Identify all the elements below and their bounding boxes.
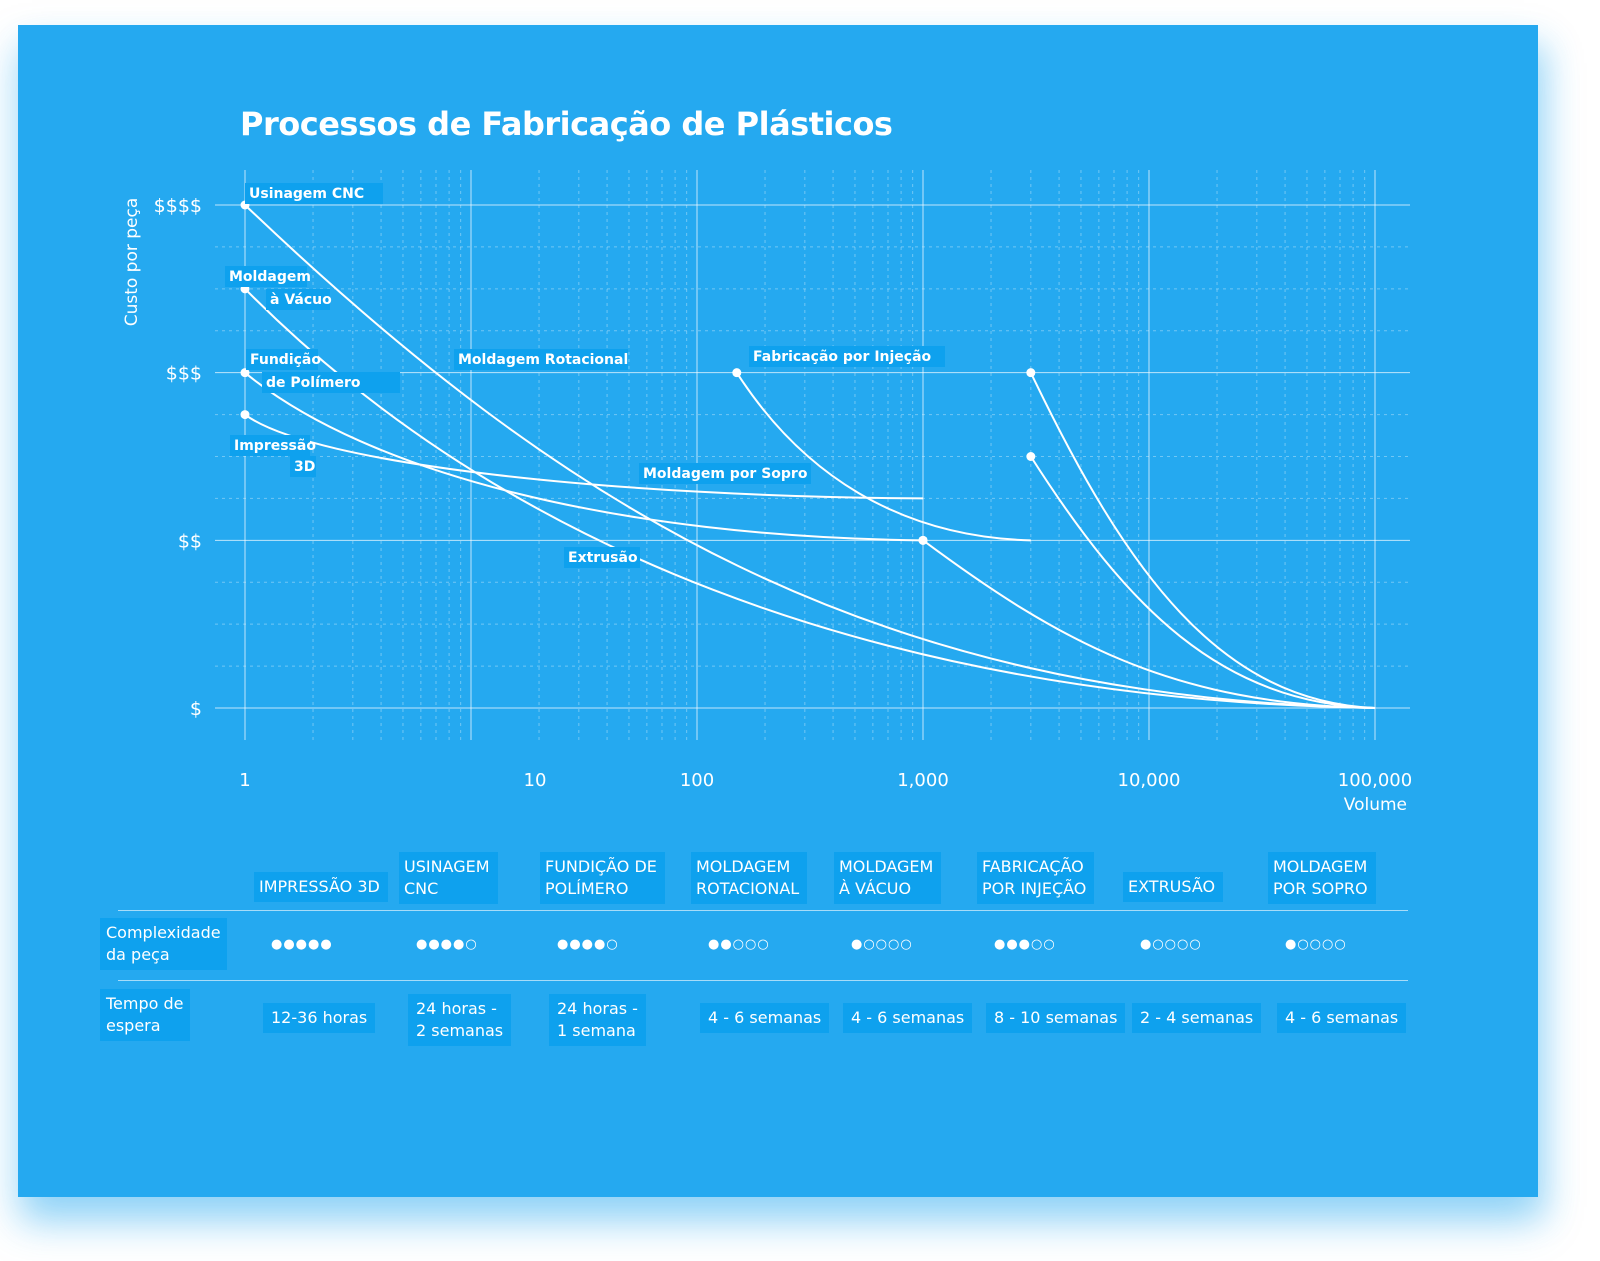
label-moldagem-rotacional-bg — [454, 349, 628, 370]
x-tick-label: 100,000 — [1338, 770, 1412, 791]
curves — [244, 204, 1376, 709]
column-header: USINAGEM CNC — [399, 852, 498, 904]
complexity-rating: ●●○○○ — [708, 937, 770, 952]
column-header: MOLDAGEM À VÁCUO — [834, 852, 942, 904]
complexity-rating: ●○○○○ — [1285, 937, 1347, 952]
x-axis-title: Volume — [1344, 795, 1407, 815]
x-tick-label: 10 — [524, 770, 547, 791]
axis-ticks: 1 10 100 1,000 10,000 100,000$$$$$$$$$$Volume… — [122, 195, 1412, 815]
complexity-rating: ●●●●● — [271, 937, 333, 952]
label-fundicao-1: Fundição — [250, 352, 321, 368]
label-fundicao-2-bg — [262, 372, 400, 393]
label-fabricacao-injecao: Fabricação por Injeção — [753, 349, 932, 365]
point-extrusao-start — [918, 535, 928, 545]
lead-time: 4 - 6 semanas — [700, 1003, 830, 1033]
x-tick-label: 1,000 — [897, 770, 949, 791]
y-tick-label: $$ — [178, 530, 202, 552]
column-header: EXTRUSÃO — [1123, 872, 1224, 902]
label-moldagem-vacuo-2-bg — [266, 289, 330, 310]
label-extrusao: Extrusão — [568, 550, 638, 566]
complexity-rating: ●●●○○ — [994, 937, 1056, 952]
curve-moldagem-v-cuo — [244, 288, 1376, 709]
complexity-rating: ●●●●○ — [557, 937, 619, 952]
y-axis-title: Custo por peça — [122, 198, 142, 327]
curve-moldagem-por-sopro — [1029, 455, 1376, 709]
x-tick-label: 100 — [680, 770, 714, 791]
label-moldagem-vacuo-1: Moldagem — [229, 269, 311, 285]
label-usinagem-cnc: Usinagem CNC — [249, 186, 364, 202]
curve-moldagem-rotacional — [735, 372, 1031, 542]
lead-time: 4 - 6 semanas — [1277, 1003, 1407, 1033]
label-impressao-2-bg — [290, 456, 316, 477]
column-header: FABRICAÇÃO POR INJEÇÃO — [977, 852, 1095, 904]
point-fundi-o-de-pol-mero — [240, 368, 250, 378]
point-labels: Usinagem CNC Moldagem à Vácuo Fundição de Po… — [225, 183, 945, 568]
label-impressao-2: 3D — [294, 459, 315, 475]
curve-extrus-o — [922, 539, 1376, 709]
lead-time: 24 horas -1 semana — [549, 994, 646, 1046]
label-fabricacao-injecao-bg — [749, 346, 945, 367]
table-rule — [118, 980, 1408, 981]
complexity-rating: ●○○○○ — [1140, 937, 1202, 952]
label-moldagem-vacuo-2: à Vácuo — [270, 292, 332, 308]
point-impress-o-3d — [240, 410, 250, 420]
lead-time: 24 horas -2 semanas — [408, 994, 512, 1046]
label-impressao-1: Impressão — [234, 438, 316, 454]
lead-time: 2 - 4 semanas — [1132, 1003, 1262, 1033]
x-tick-label: 10,000 — [1118, 770, 1181, 791]
column-header: MOLDAGEM ROTACIONAL — [691, 852, 808, 904]
column-header: MOLDAGEM POR SOPRO — [1268, 852, 1376, 904]
y-tick-label: $ — [190, 698, 202, 720]
label-fundicao-2: de Polímero — [266, 375, 361, 391]
point-moldagem-rotacional — [732, 368, 742, 378]
label-impressao-1-bg — [230, 435, 310, 456]
chart-card: Processos de Fabricação de Plásticos — [18, 25, 1538, 1197]
label-usinagem-cnc-bg — [245, 183, 383, 204]
label-extrusao-bg — [564, 547, 640, 568]
lead-time: 12-36 horas — [263, 1003, 376, 1033]
chart-title: Processos de Fabricação de Plásticos — [240, 105, 893, 143]
complexity-rating: ●●●●○ — [416, 937, 478, 952]
complexity-rating: ●○○○○ — [851, 937, 913, 952]
curve-fabrica-o-por-inje-o — [1029, 372, 1376, 709]
label-moldagem-sopro-bg — [639, 463, 811, 484]
label-moldagem-rotacional: Moldagem Rotacional — [458, 352, 628, 368]
row-label-tempo: Tempo de espera — [100, 989, 190, 1041]
x-tick-label: 1 — [239, 770, 250, 791]
label-moldagem-sopro: Moldagem por Sopro — [643, 466, 808, 482]
curve-fundi-o-de-pol-mero — [244, 371, 924, 542]
point-fabrica-o-por-inje-o — [1026, 368, 1036, 378]
column-header: IMPRESSÃO 3D — [254, 872, 388, 902]
y-tick-label: $$$ — [166, 363, 202, 385]
label-moldagem-vacuo-1-bg — [225, 266, 307, 287]
points — [240, 200, 1036, 545]
table-rule — [118, 910, 1408, 911]
y-tick-label: $$$$ — [154, 195, 202, 217]
lead-time: 8 - 10 semanas — [986, 1003, 1126, 1033]
curve-usinagem-cnc — [244, 204, 1376, 709]
row-label-complexidade: Complexidade da peça — [100, 918, 227, 970]
point-moldagem-por-sopro — [1026, 452, 1036, 461]
label-fundicao-1-bg — [246, 349, 318, 370]
lead-time: 4 - 6 semanas — [843, 1003, 973, 1033]
curve-impress-o-3d — [244, 413, 924, 500]
column-header: FUNDIÇÃO DE POLÍMERO — [540, 852, 665, 904]
